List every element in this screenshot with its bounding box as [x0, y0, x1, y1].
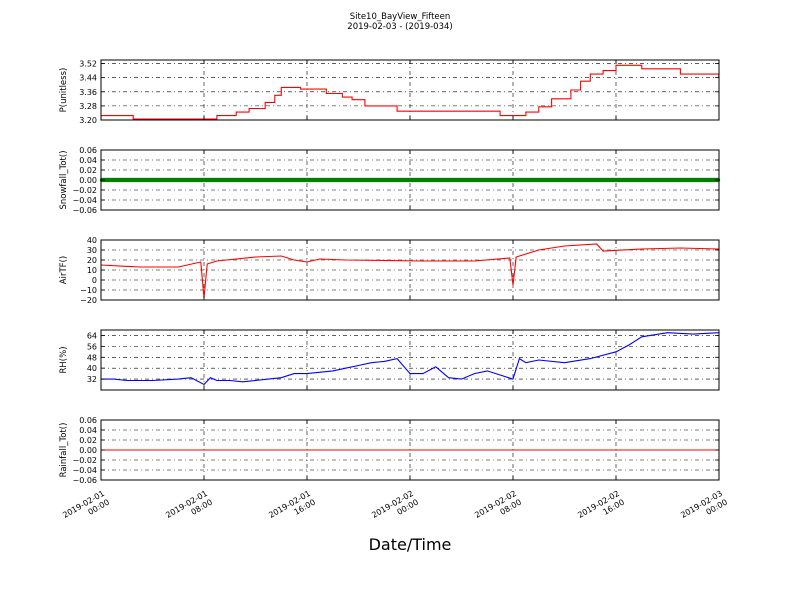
panels-group: 3.203.283.363.443.52P(unitless)−0.06−0.0…	[59, 59, 721, 485]
y-tick-label: 32	[87, 375, 97, 384]
y-tick-label: −20	[80, 296, 97, 305]
y-tick-label: −0.04	[72, 466, 97, 475]
y-tick-label: −0.04	[72, 196, 97, 205]
panel-rh: 32 40 48 56 64 RH(%)	[59, 329, 720, 391]
y-tick-label: −0.02	[72, 186, 97, 195]
y-tick-label: −0.06	[72, 206, 97, 215]
y-tick-label: −0.06	[72, 476, 97, 485]
y-axis-label-snow: Snowfall_Tot()	[59, 150, 69, 209]
figure-subtitle: 2019-02-03 - (2019-034)	[347, 22, 452, 32]
y-tick-label: 10	[87, 266, 97, 275]
y-tick-label: 20	[87, 256, 97, 265]
y-axis-label-p: P(unitless)	[59, 68, 69, 113]
y-tick-label: 30	[87, 246, 97, 255]
y-tick-label: 40	[87, 364, 97, 373]
y-tick-label: 0.06	[79, 146, 97, 155]
x-axis-label: Date/Time	[369, 535, 452, 554]
y-axis-label-rh: RH(%)	[59, 346, 69, 373]
y-tick-label: 0.02	[79, 436, 97, 445]
y-tick-label: 64	[87, 331, 97, 340]
y-tick-label: 0.00	[79, 176, 97, 185]
series-rh-line	[101, 332, 719, 386]
panel-rain: −0.06−0.04−0.020.000.020.040.06 Rainfall_…	[59, 416, 720, 485]
y-axis-label-air: AirTF()	[59, 256, 69, 284]
panel-snow: −0.06−0.04−0.020.000.020.040.06 Snowfall_…	[59, 146, 721, 215]
y-tick-label: 3.20	[79, 116, 97, 125]
y-tick-label: 0.04	[79, 156, 97, 165]
y-tick-label: 0.00	[79, 446, 97, 455]
y-tick-label: 0	[92, 276, 97, 285]
series-p-line	[101, 64, 720, 120]
y-tick-label: 3.52	[79, 60, 97, 69]
y-tick-label: −10	[80, 286, 97, 295]
y-tick-label: −0.02	[72, 456, 97, 465]
y-tick-label: 48	[87, 353, 97, 362]
y-tick-label: 0.06	[79, 416, 97, 425]
series-snow-points	[99, 177, 721, 183]
figure-title: Site10_BayView_Fifteen	[350, 12, 451, 22]
y-tick-label: 0.04	[79, 426, 97, 435]
y-tick-label: 3.28	[79, 102, 97, 111]
y-tick-label: 3.36	[79, 88, 97, 97]
y-tick-label: 56	[87, 342, 97, 351]
y-tick-label: 0.02	[79, 166, 97, 175]
panel-p: 3.20 3.28 3.36 3.44 3.52 P(unitless)	[59, 59, 720, 125]
y-axis-label-rain: Rainfall_Tot()	[59, 423, 69, 478]
y-tick-label: 40	[87, 236, 97, 245]
y-tick-label: 3.44	[79, 74, 97, 83]
